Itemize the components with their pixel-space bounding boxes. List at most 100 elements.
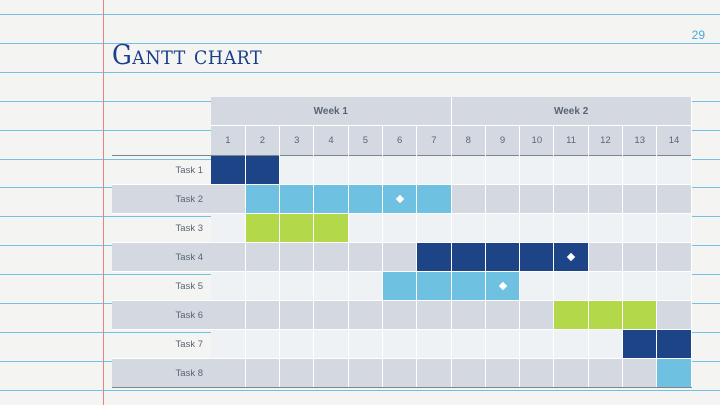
empty-day-cell xyxy=(348,213,383,243)
empty-day-cell xyxy=(416,300,452,330)
task-row: Task 5 xyxy=(112,271,692,301)
header-corner xyxy=(112,97,211,126)
task-label: Task 3 xyxy=(112,213,211,243)
task-row: Task 7 xyxy=(112,329,692,359)
task-row: Task 1 xyxy=(112,155,692,185)
empty-day-cell xyxy=(519,300,555,330)
day-header-1: 1 xyxy=(211,125,246,156)
empty-day-cell xyxy=(622,271,658,301)
slide-title: Gantt chart xyxy=(112,40,263,71)
empty-day-cell xyxy=(348,242,383,272)
empty-day-cell xyxy=(211,271,246,301)
task-bar-segment xyxy=(656,329,692,359)
empty-day-cell xyxy=(656,271,692,301)
task-bar-segment xyxy=(211,155,246,185)
empty-day-cell xyxy=(553,271,589,301)
empty-day-cell xyxy=(348,271,383,301)
task-bar-segment xyxy=(416,184,452,214)
ruled-line xyxy=(0,14,720,15)
task-bar-segment xyxy=(451,242,486,272)
empty-day-cell xyxy=(519,358,555,388)
empty-day-cell xyxy=(211,300,246,330)
task-label: Task 2 xyxy=(112,184,211,214)
task-bar-segment xyxy=(553,242,589,272)
milestone-diamond-icon xyxy=(566,252,576,262)
day-header-6: 6 xyxy=(382,125,418,156)
day-header-row: 1 2 3 4 5 6 7 8 9 10 11 12 13 14 xyxy=(112,125,692,156)
task-bar-segment xyxy=(622,300,658,330)
empty-day-cell xyxy=(279,358,315,388)
task-bar-segment xyxy=(416,271,452,301)
empty-day-cell xyxy=(553,358,589,388)
empty-day-cell xyxy=(382,213,418,243)
week-header-2: Week 2 xyxy=(451,97,692,126)
empty-day-cell xyxy=(622,155,658,185)
empty-day-cell xyxy=(485,213,521,243)
task-label: Task 7 xyxy=(112,329,211,359)
task-bar-segment xyxy=(279,213,315,243)
page-number: 29 xyxy=(691,28,705,42)
empty-day-cell xyxy=(211,242,246,272)
task-label: Task 1 xyxy=(112,155,211,185)
empty-day-cell xyxy=(451,184,486,214)
empty-day-cell xyxy=(519,184,555,214)
empty-day-cell xyxy=(382,242,418,272)
task-rows: Task 1 Task 2 Task 3 Task 4 Task 5 Task 6 Task… xyxy=(112,155,692,388)
empty-day-cell xyxy=(588,242,624,272)
day-header-14: 14 xyxy=(656,125,692,156)
empty-day-cell xyxy=(588,358,624,388)
day-header-8: 8 xyxy=(451,125,486,156)
empty-day-cell xyxy=(245,242,281,272)
empty-day-cell xyxy=(245,300,281,330)
ruled-line xyxy=(0,43,720,44)
task-bar-segment xyxy=(245,213,281,243)
task-row: Task 3 xyxy=(112,213,692,243)
week-header-1: Week 1 xyxy=(211,97,452,126)
empty-day-cell xyxy=(313,155,349,185)
task-label: Task 8 xyxy=(112,358,211,388)
day-header-5: 5 xyxy=(348,125,383,156)
empty-day-cell xyxy=(416,213,452,243)
task-bar-segment xyxy=(622,329,658,359)
task-bar-segment xyxy=(313,213,349,243)
empty-day-cell xyxy=(451,329,486,359)
empty-day-cell xyxy=(519,213,555,243)
empty-day-cell xyxy=(348,329,383,359)
empty-day-cell xyxy=(485,300,521,330)
empty-day-cell xyxy=(348,358,383,388)
task-row: Task 2 xyxy=(112,184,692,214)
task-label: Task 5 xyxy=(112,271,211,301)
empty-day-cell xyxy=(622,242,658,272)
empty-day-cell xyxy=(211,184,246,214)
task-bar-segment xyxy=(588,300,624,330)
empty-day-cell xyxy=(382,329,418,359)
empty-day-cell xyxy=(588,184,624,214)
task-bar-segment xyxy=(656,358,692,388)
task-bar-segment xyxy=(279,184,315,214)
day-header-3: 3 xyxy=(279,125,315,156)
empty-day-cell xyxy=(656,155,692,185)
milestone-diamond-icon xyxy=(498,281,507,291)
empty-day-cell xyxy=(656,213,692,243)
empty-day-cell xyxy=(245,358,281,388)
empty-day-cell xyxy=(588,155,624,185)
day-header-4: 4 xyxy=(313,125,349,156)
task-bar-segment xyxy=(382,184,418,214)
empty-day-cell xyxy=(451,358,486,388)
task-row: Task 6 xyxy=(112,300,692,330)
empty-day-cell xyxy=(451,300,486,330)
empty-day-cell xyxy=(382,358,418,388)
empty-day-cell xyxy=(485,329,521,359)
week-header-row: Week 1 Week 2 xyxy=(112,97,692,126)
empty-day-cell xyxy=(416,155,452,185)
task-bar-segment xyxy=(348,184,383,214)
empty-day-cell xyxy=(279,155,315,185)
milestone-diamond-icon xyxy=(395,194,404,204)
empty-day-cell xyxy=(313,329,349,359)
header-corner xyxy=(112,126,211,156)
empty-day-cell xyxy=(485,358,521,388)
empty-day-cell xyxy=(313,242,349,272)
empty-day-cell xyxy=(313,300,349,330)
task-bar-segment xyxy=(416,242,452,272)
day-header-13: 13 xyxy=(622,125,658,156)
